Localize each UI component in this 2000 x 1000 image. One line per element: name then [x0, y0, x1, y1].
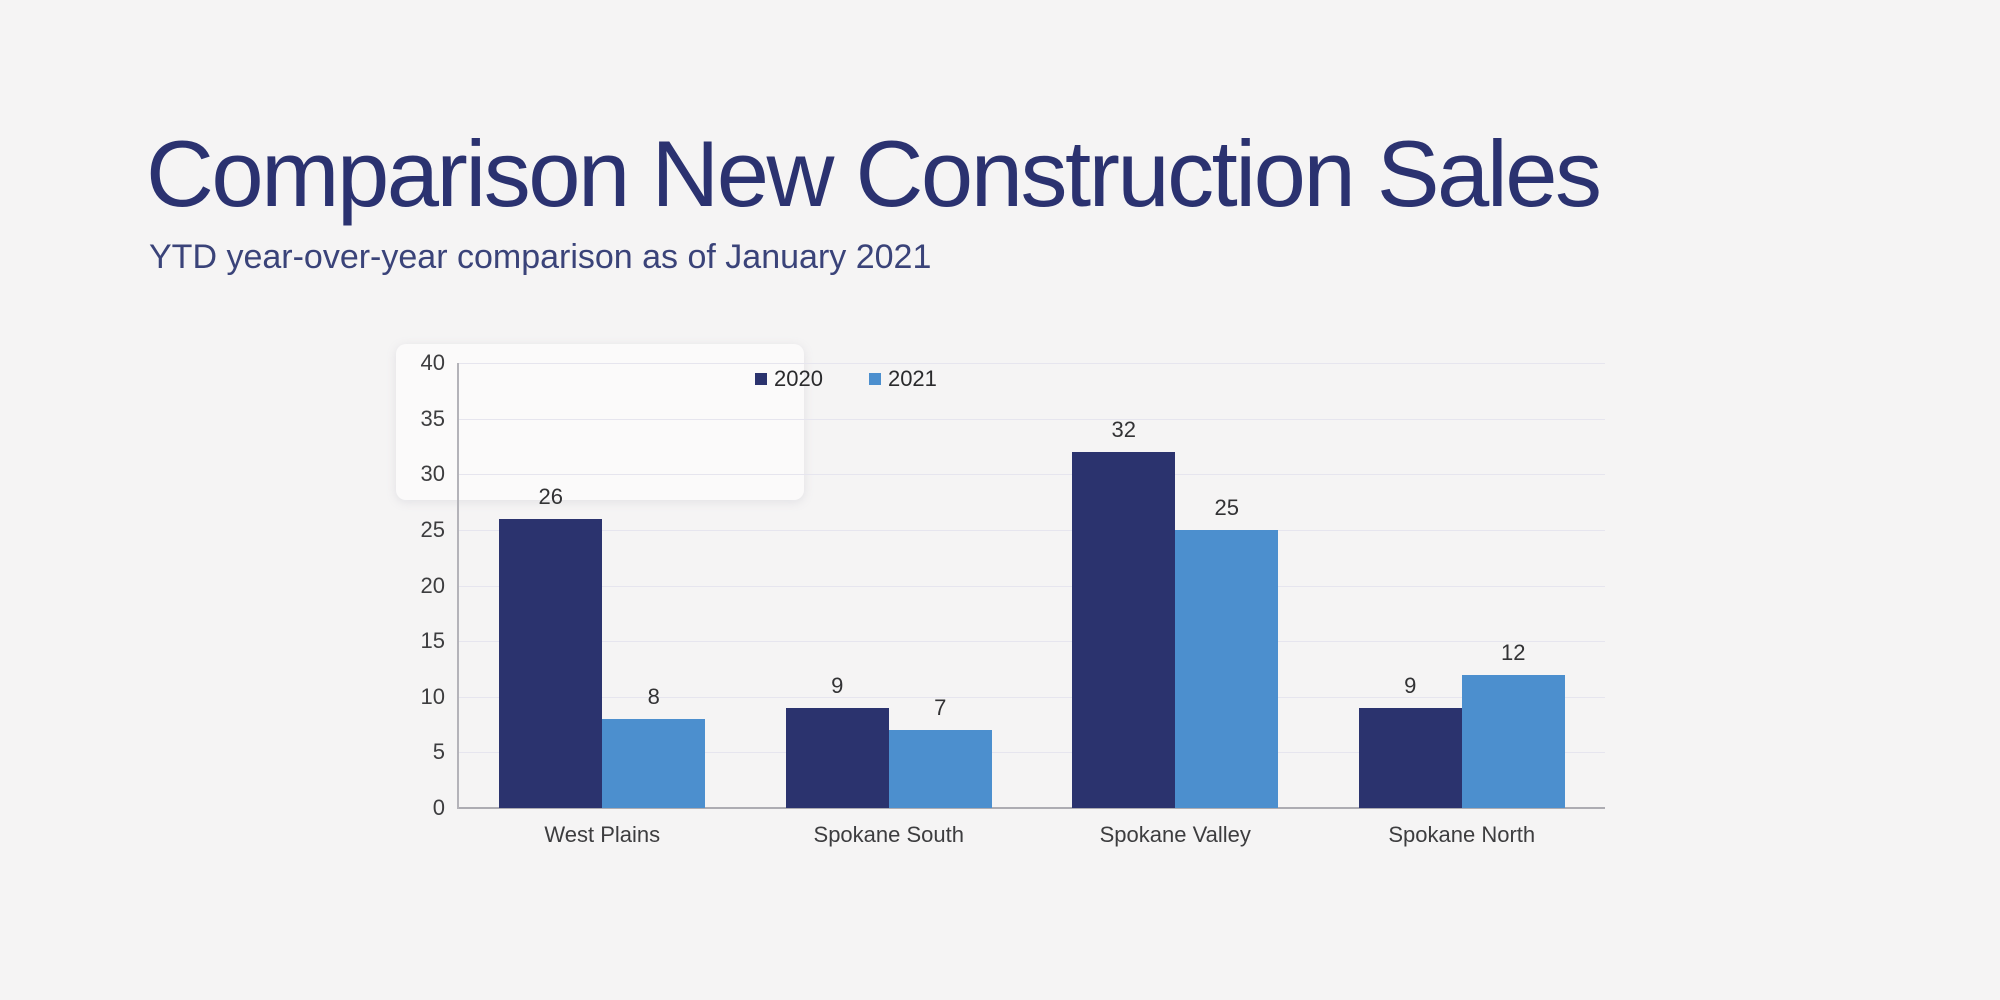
x-axis-baseline	[459, 807, 1605, 809]
grouped-bar-chart: 2020 2021 0 5 10 15 20 25 30 35 40 26 8 West Plains 9…	[421, 350, 1605, 847]
gridline-y-40	[459, 363, 1605, 364]
y-tick-label-25: 25	[420, 516, 445, 542]
y-tick-label-0: 0	[432, 795, 445, 820]
page-title: Comparison New Construction Sales	[146, 121, 1602, 226]
y-tick-label-10: 10	[420, 683, 445, 709]
legend-swatch-2021	[868, 373, 881, 385]
bar-2020-spokane-valley	[1072, 452, 1176, 808]
chart-legend: 2020 2021	[755, 366, 937, 392]
gridline-y-10	[459, 696, 1605, 698]
value-label-2021-west-plains: 8	[647, 684, 660, 709]
y-tick-label-30: 30	[420, 461, 445, 487]
bar-2021-west-plains	[602, 719, 706, 808]
category-label-spokane-valley: Spokane Valley	[1099, 822, 1251, 847]
category-label-spokane-north: Spokane North	[1388, 822, 1536, 847]
bar-2021-spokane-valley	[1175, 529, 1279, 808]
background-artifact-panel	[396, 344, 804, 500]
legend-item-2020: 2020	[755, 366, 823, 392]
value-label-2020-west-plains: 26	[538, 483, 563, 509]
gridline-y-20	[459, 585, 1605, 587]
y-tick-label-5: 5	[432, 739, 445, 765]
page-subtitle: YTD year-over-year comparison as of Janu…	[149, 238, 932, 276]
value-label-2021-spokane-south: 7	[934, 695, 947, 721]
value-label-2020-spokane-south: 9	[831, 672, 844, 698]
legend-item-2021: 2021	[868, 366, 937, 392]
legend-label-2021: 2021	[887, 366, 937, 391]
bar-2020-spokane-south	[785, 707, 889, 808]
value-label-2020-spokane-north: 9	[1404, 672, 1417, 698]
y-axis-line	[457, 363, 459, 809]
value-label-2020-spokane-valley: 32	[1111, 417, 1136, 442]
bar-2021-spokane-south	[888, 730, 992, 808]
gridline-y-30	[459, 474, 1605, 476]
gridline-y-25	[459, 529, 1605, 531]
bar-2020-spokane-north	[1358, 707, 1462, 808]
legend-label-2020: 2020	[774, 366, 823, 391]
value-label-2021-spokane-valley: 25	[1214, 494, 1239, 520]
category-label-west-plains: West Plains	[544, 822, 661, 847]
gridline-y-15	[459, 641, 1605, 643]
gridline-y-5	[459, 752, 1605, 754]
y-tick-label-15: 15	[420, 628, 445, 654]
y-tick-label-35: 35	[420, 405, 445, 431]
gridline-y-35	[459, 418, 1605, 420]
bar-2020-west-plains	[499, 518, 603, 808]
y-tick-label-20: 20	[420, 572, 445, 598]
legend-swatch-2020	[755, 373, 767, 385]
category-label-spokane-south: Spokane South	[813, 822, 964, 847]
y-tick-label-40: 40	[420, 350, 445, 375]
value-label-2021-spokane-north: 12	[1501, 639, 1526, 665]
bar-2021-spokane-north	[1461, 674, 1565, 808]
